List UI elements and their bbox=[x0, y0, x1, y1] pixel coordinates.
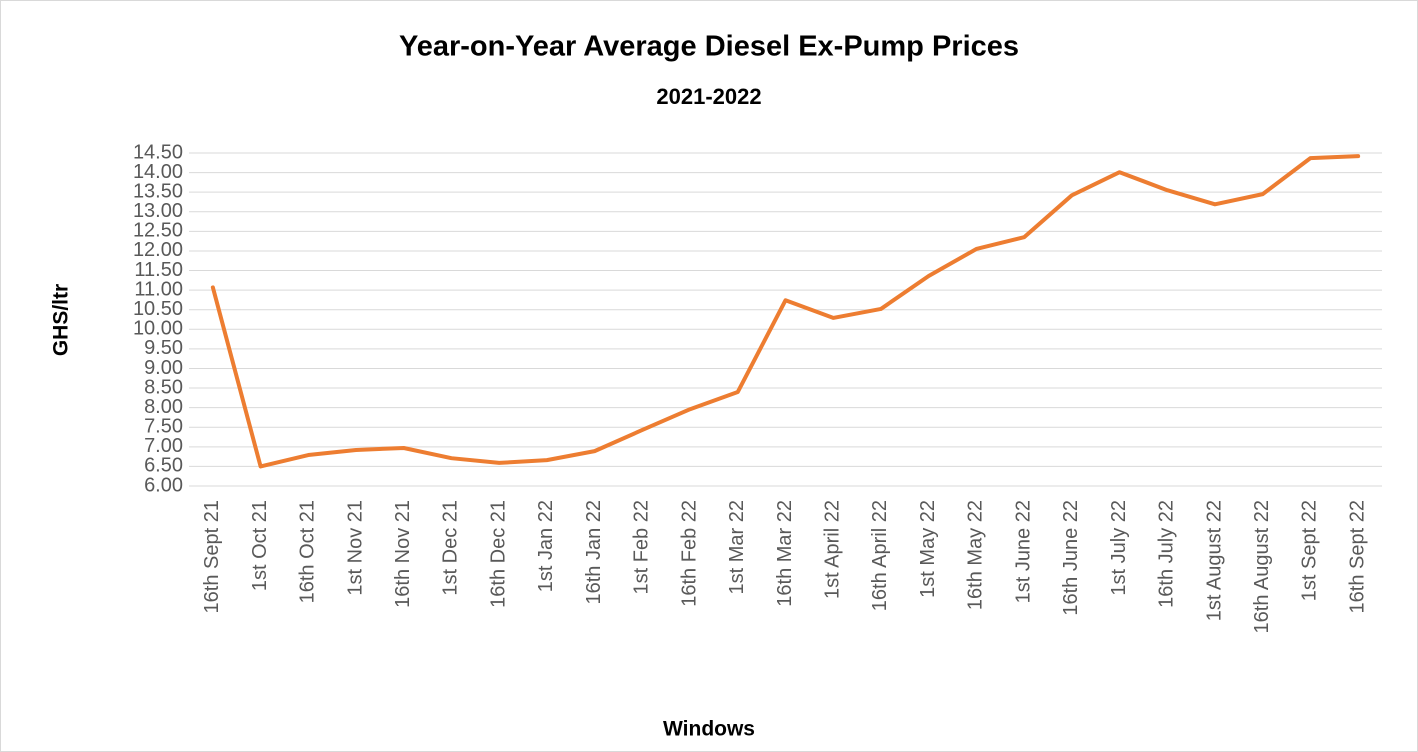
y-tick-label: 11.00 bbox=[134, 278, 183, 300]
x-tick-label: 1st April 22 bbox=[822, 500, 844, 599]
y-tick-label: 11.50 bbox=[134, 259, 183, 281]
y-axis-title: GHS/ltr bbox=[50, 284, 73, 356]
chart-subtitle: 2021-2022 bbox=[656, 84, 761, 109]
y-tick-label: 7.00 bbox=[144, 435, 183, 457]
y-tick-label: 14.50 bbox=[133, 141, 183, 163]
x-tick-label: 1st Feb 22 bbox=[631, 500, 653, 595]
x-tick-label: 16th May 22 bbox=[965, 500, 987, 610]
x-tick-label: 16th Mar 22 bbox=[774, 500, 796, 607]
y-tick-label: 8.00 bbox=[144, 396, 183, 418]
y-tick-label: 7.50 bbox=[144, 416, 183, 438]
x-tick-label: 1st Dec 21 bbox=[440, 500, 462, 596]
y-tick-label: 14.00 bbox=[133, 161, 183, 183]
y-tick-label: 9.50 bbox=[144, 337, 183, 359]
y-tick-label: 13.00 bbox=[133, 200, 183, 222]
x-tick-label: 16th Nov 21 bbox=[392, 500, 414, 608]
x-axis-title: Windows bbox=[663, 718, 755, 741]
x-tick-label: 16th July 22 bbox=[1156, 500, 1178, 608]
y-tick-label: 13.50 bbox=[133, 180, 183, 202]
x-tick-label: 16th August 22 bbox=[1251, 500, 1273, 633]
x-tick-label: 16th Sept 22 bbox=[1346, 500, 1368, 613]
x-tick-label: 16th June 22 bbox=[1060, 500, 1082, 616]
y-tick-label: 9.00 bbox=[144, 357, 183, 379]
x-tick-label: 1st Nov 21 bbox=[344, 500, 366, 596]
x-tick-label: 16th Feb 22 bbox=[678, 500, 700, 607]
y-tick-label: 6.00 bbox=[144, 474, 183, 496]
y-tick-label: 8.50 bbox=[144, 376, 183, 398]
data-line bbox=[210, 154, 1361, 469]
x-tick-label: 16th Dec 21 bbox=[487, 500, 509, 608]
y-tick-label: 12.00 bbox=[133, 239, 183, 261]
chart-title: Year-on-Year Average Diesel Ex-Pump Pric… bbox=[399, 31, 1019, 63]
x-tick-label: 1st Jan 22 bbox=[535, 500, 557, 592]
x-tick-label: 1st July 22 bbox=[1108, 500, 1130, 596]
x-tick-label: 16th April 22 bbox=[869, 500, 891, 611]
x-tick-label: 16th Oct 21 bbox=[297, 500, 319, 603]
x-tick-label: 1st May 22 bbox=[917, 500, 939, 598]
x-tick-label: 1st Sept 22 bbox=[1299, 500, 1321, 601]
x-tick-label: 1st Oct 21 bbox=[249, 500, 271, 591]
y-tick-label: 10.50 bbox=[133, 298, 183, 320]
x-tick-label: 1st Mar 22 bbox=[726, 500, 748, 594]
x-tick-label: 16th Jan 22 bbox=[583, 500, 605, 605]
x-tick-label: 16th Sept 21 bbox=[201, 500, 223, 613]
y-tick-label: 10.00 bbox=[133, 318, 183, 340]
y-tick-label: 6.50 bbox=[144, 455, 183, 477]
x-tick-label: 1st August 22 bbox=[1203, 500, 1225, 621]
y-tick-label: 12.50 bbox=[133, 220, 183, 242]
x-tick-label: 1st June 22 bbox=[1012, 500, 1034, 603]
